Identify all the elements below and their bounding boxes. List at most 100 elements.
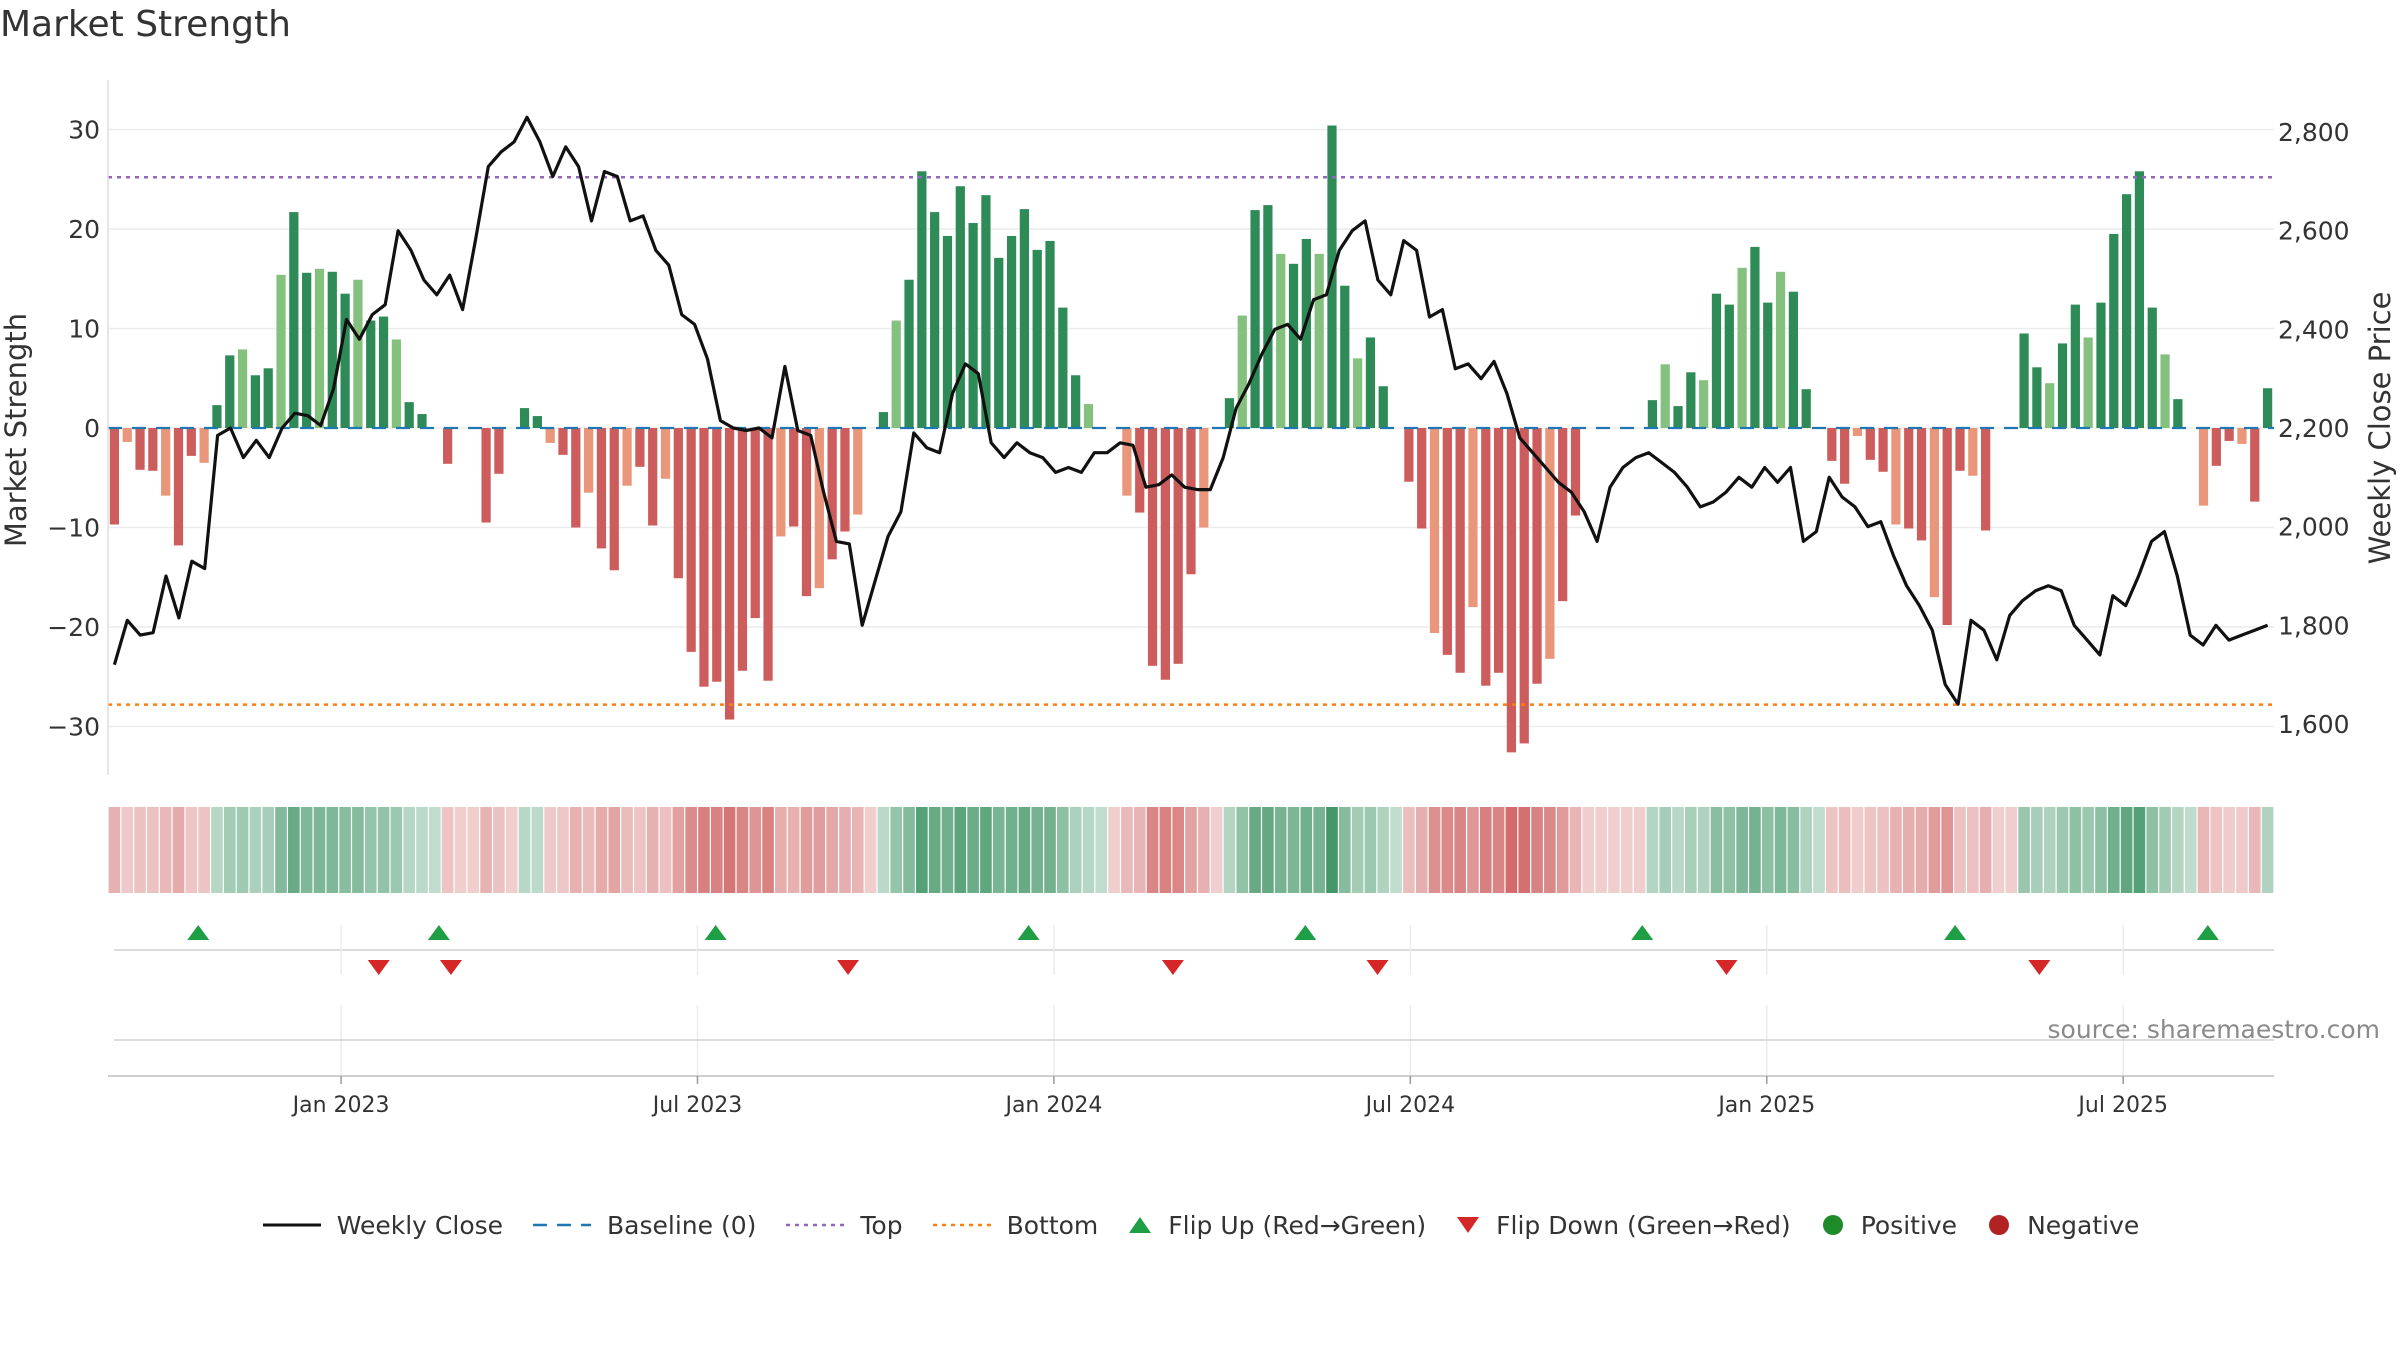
band-cell <box>1018 807 1031 893</box>
band-cell <box>1505 807 1518 893</box>
strength-bar <box>545 428 555 443</box>
band-cell <box>1351 807 1364 893</box>
band-cell <box>1300 807 1313 893</box>
band-cell <box>1057 807 1069 893</box>
band-cell <box>1198 807 1210 893</box>
strength-bar <box>648 428 658 526</box>
band-cell <box>1992 807 2005 893</box>
strength-bar <box>1083 404 1094 428</box>
legend-label: Flip Up (Red→Green) <box>1168 1210 1427 1240</box>
y-left-tick-label: 0 <box>84 414 100 443</box>
band-cell <box>1441 807 1454 893</box>
band-cell <box>1941 807 1953 893</box>
band-cell <box>1877 807 1889 893</box>
y-right-tick-label: 2,800 <box>2278 118 2350 147</box>
band-cell <box>1249 807 1261 893</box>
band-cell <box>121 807 134 893</box>
band-cell <box>903 807 915 893</box>
band-cell <box>1620 807 1633 893</box>
band-cell <box>1659 807 1672 893</box>
strength-bar <box>1673 406 1683 428</box>
band-cell <box>2210 807 2223 893</box>
strength-bar <box>1417 428 1427 529</box>
band-cell <box>1838 807 1851 893</box>
y-axis-left-label: Market Strength <box>0 313 33 547</box>
strength-bar <box>1147 428 1158 666</box>
band-cell <box>1749 807 1761 893</box>
legend-item-baseline[interactable]: Baseline (0) <box>531 1211 756 1240</box>
strength-bar <box>161 428 171 496</box>
band-cell <box>1390 807 1402 893</box>
y-right-tick-label: 1,800 <box>2278 611 2350 640</box>
strength-bar <box>1250 210 1260 428</box>
strength-bar <box>1006 235 1017 428</box>
bottom-legend-icon <box>932 1223 991 1227</box>
band-cell <box>364 807 377 893</box>
price-layer <box>112 115 2269 706</box>
strength-bar <box>1737 267 1747 428</box>
strength-bar <box>199 428 209 463</box>
band-cell <box>1518 807 1531 893</box>
band-cell <box>1697 807 1710 893</box>
flip-down-marker <box>367 960 390 975</box>
strength-bar <box>878 412 889 428</box>
legend-item-top[interactable]: Top <box>784 1211 903 1240</box>
strength-bar <box>737 428 748 671</box>
band-cell <box>992 807 1005 893</box>
strength-bar <box>1788 291 1798 428</box>
strength-bar <box>2019 333 2029 428</box>
strength-bar <box>1365 337 1376 428</box>
band-cell <box>941 807 954 893</box>
band-cell <box>2069 807 2082 893</box>
band-cell <box>877 807 890 893</box>
legend-item-negative[interactable]: Negative <box>1985 1211 2139 1240</box>
legend-item-weekly_close[interactable]: Weekly Close <box>261 1211 503 1240</box>
band-cell <box>1890 807 1902 893</box>
band-cell <box>916 807 928 893</box>
strength-bar <box>968 223 978 428</box>
strength-bar <box>276 274 286 428</box>
strength-bar <box>314 268 325 428</box>
band-cell <box>300 807 313 893</box>
flip-up-marker <box>1017 925 1040 940</box>
band-cell <box>813 807 826 893</box>
strength-bar <box>1404 428 1414 482</box>
band-cell <box>1826 807 1838 893</box>
strength-bar <box>1237 315 1247 428</box>
strength-bar <box>1686 372 1696 428</box>
strength-bar <box>1506 428 1517 753</box>
legend-item-bottom[interactable]: Bottom <box>931 1211 1098 1240</box>
band-cell <box>518 807 531 893</box>
band-cell <box>1338 807 1351 893</box>
band-cell <box>1685 807 1697 893</box>
strength-bar <box>173 428 184 546</box>
band-cell <box>1326 807 1338 893</box>
y-axis-right-label: Weekly Close Price <box>2363 292 2397 565</box>
band-cell <box>2018 807 2030 893</box>
strength-bar <box>1160 428 1170 680</box>
strength-bar <box>532 416 542 428</box>
legend-item-flip_up[interactable]: Flip Up (Red→Green) <box>1126 1211 1426 1240</box>
legend-item-flip_down[interactable]: Flip Down (Green→Red) <box>1454 1211 1791 1240</box>
band-cell <box>928 807 941 893</box>
flip-up-marker <box>1294 925 1317 940</box>
strength-bar <box>1660 364 1670 428</box>
strength-bar <box>789 428 799 527</box>
y-left-tick-label: 30 <box>68 116 100 145</box>
y-left-tick-label: −10 <box>47 514 100 543</box>
legend-label: Positive <box>1860 1210 1958 1240</box>
band-cell <box>1544 807 1556 893</box>
flip_up-legend-icon <box>1129 1217 1152 1233</box>
band-cell <box>1146 807 1159 893</box>
band-cell <box>236 807 249 893</box>
band-cell <box>2005 807 2018 893</box>
band-cell <box>1467 807 1479 893</box>
strength-bar <box>1224 398 1235 428</box>
band-cell <box>1415 807 1428 893</box>
band-cell <box>1479 807 1492 893</box>
band-cell <box>1403 807 1415 893</box>
band-cell <box>1031 807 1044 893</box>
strength-bar <box>1558 428 1568 602</box>
legend-item-positive[interactable]: Positive <box>1819 1211 1957 1240</box>
y-right-tick-label: 2,600 <box>2278 217 2350 246</box>
